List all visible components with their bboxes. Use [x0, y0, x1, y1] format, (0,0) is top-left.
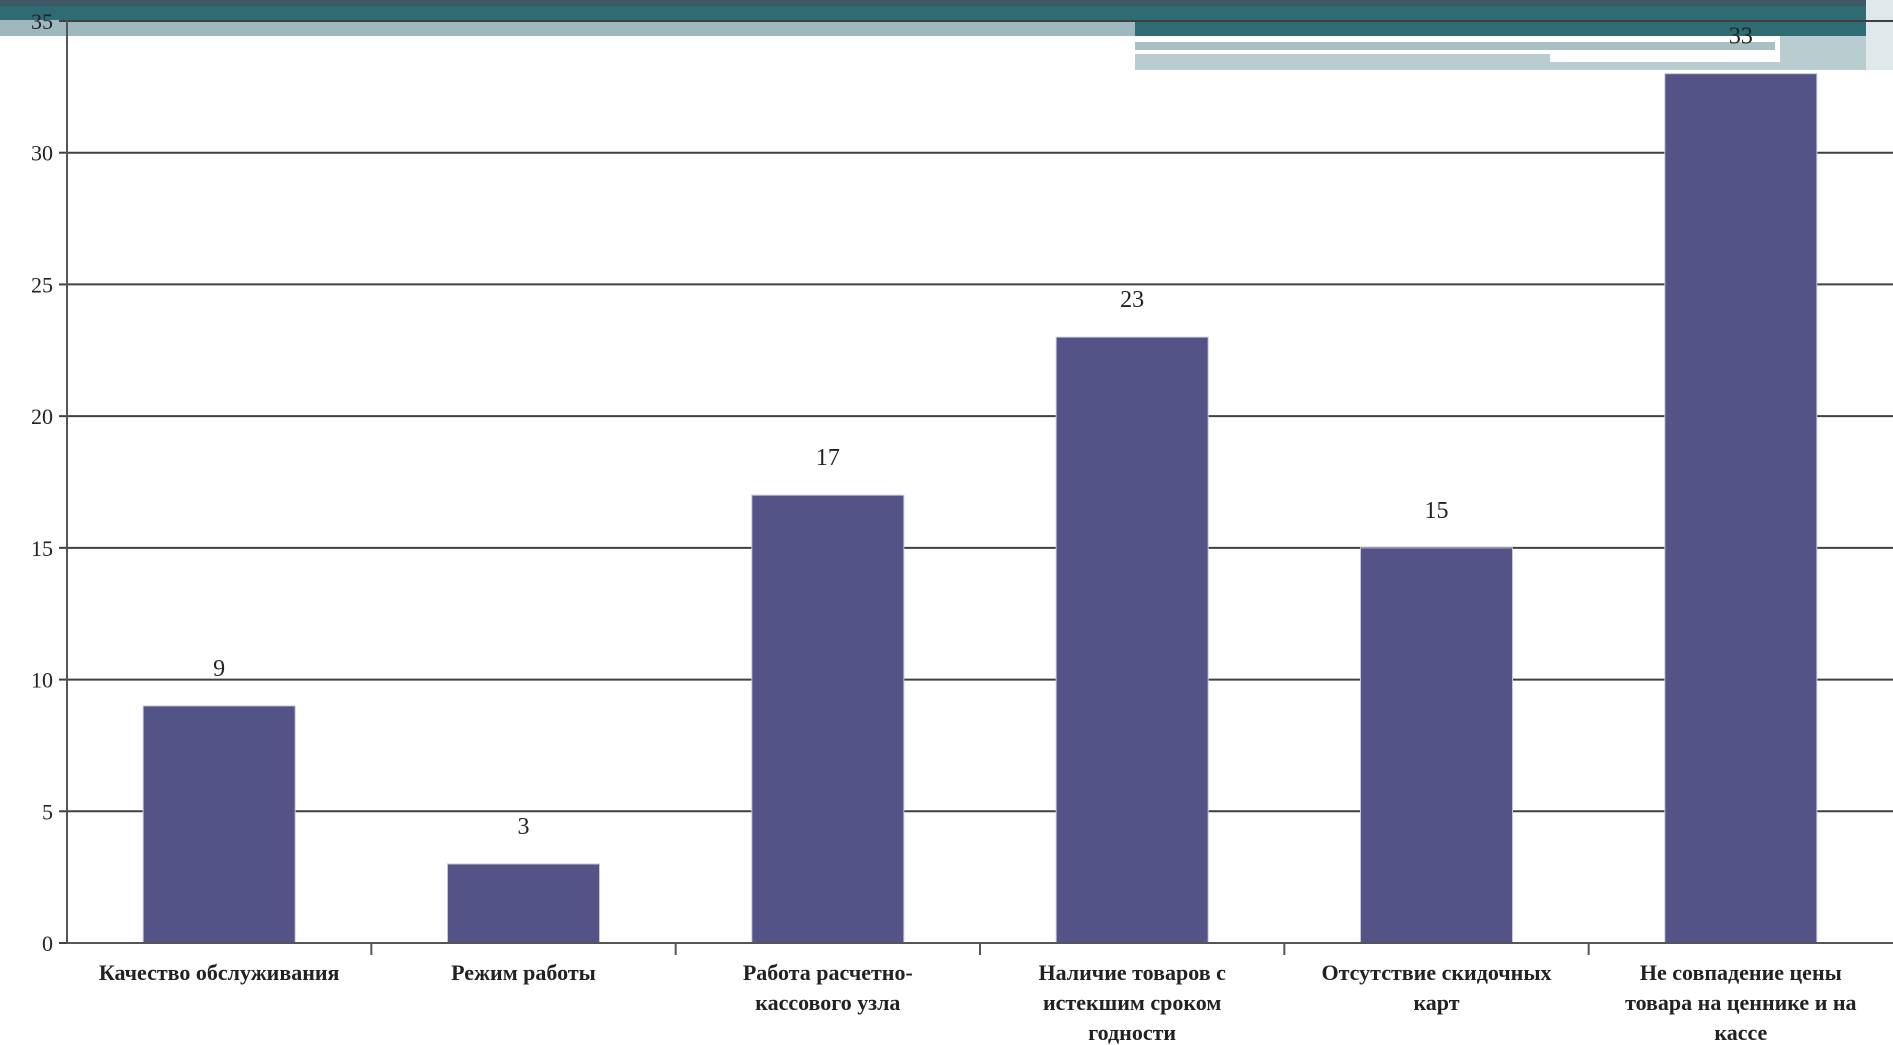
x-tick-label: Отсутствие скидочных карт	[1321, 960, 1551, 1015]
data-label: 33	[1729, 24, 1753, 50]
y-axis: 0 5 10 15 20 25 30 35	[31, 9, 68, 956]
x-tick-label-line: Работа расчетно-	[743, 960, 913, 985]
slide-deco-corner	[1866, 0, 1893, 70]
x-tick-label-line: карт	[1413, 990, 1459, 1015]
x-tick-label-line: истекшим сроком	[1043, 990, 1221, 1015]
x-tick-label: Не совпадение цены товара на ценнике и на…	[1625, 960, 1856, 1045]
slide-header-stripe	[0, 20, 1135, 36]
x-tick-label: Работа расчетно-кассового узла	[743, 960, 913, 1015]
x-tick-label: Режим работы	[451, 960, 596, 985]
slide-deco-bar	[1135, 42, 1775, 50]
y-tick-label: 5	[42, 799, 53, 824]
bars	[142, 73, 1818, 944]
y-tick-label: 0	[42, 931, 53, 956]
bar	[142, 705, 296, 944]
data-label: 3	[518, 814, 530, 840]
y-tick-label: 10	[31, 668, 53, 693]
x-tick-label-line: Режим работы	[451, 960, 596, 985]
x-tick-label-line: товара на ценнике и на	[1625, 990, 1856, 1015]
x-tick-label: Наличие товаров с истекшим сроком годности	[1038, 960, 1226, 1045]
bar	[447, 863, 600, 944]
gridlines	[67, 20, 1893, 813]
data-label: 9	[213, 656, 225, 682]
slide-deco-bar	[1550, 62, 1893, 70]
x-tick-label-line: Качество обслуживания	[99, 960, 340, 985]
x-tick-label-line: Отсутствие скидочных	[1321, 960, 1551, 985]
data-label: 15	[1425, 498, 1449, 524]
slide-header-band	[0, 0, 1893, 6]
y-tick-label: 20	[31, 404, 53, 429]
x-axis: Качество обслуживания Режим работы Работа …	[67, 942, 1893, 1045]
x-tick-label-line: кассе	[1714, 1020, 1767, 1045]
slide-header-stripe-dark	[1135, 20, 1893, 36]
x-tick-label-line: годности	[1088, 1020, 1176, 1045]
y-tick-label: 25	[31, 272, 53, 297]
x-tick-label-line: Не совпадение цены	[1640, 960, 1842, 985]
data-label: 17	[816, 445, 840, 471]
bar	[1055, 336, 1209, 944]
x-tick-label: Качество обслуживания	[99, 960, 340, 985]
y-tick-label: 35	[31, 9, 53, 34]
y-tick-label: 30	[31, 141, 53, 166]
slide-header-band-accent	[0, 6, 1893, 20]
bar	[1664, 73, 1818, 944]
bar	[751, 494, 905, 944]
x-tick-label-line: Наличие товаров с	[1038, 960, 1226, 985]
slide-deco-bar	[1135, 54, 1550, 70]
value-labels: 9 3 17 23 15 33	[213, 24, 1753, 840]
y-tick-label: 15	[31, 536, 53, 561]
data-label: 23	[1120, 287, 1144, 313]
bar	[1360, 547, 1513, 944]
x-tick-label-line: кассового узла	[755, 990, 900, 1015]
